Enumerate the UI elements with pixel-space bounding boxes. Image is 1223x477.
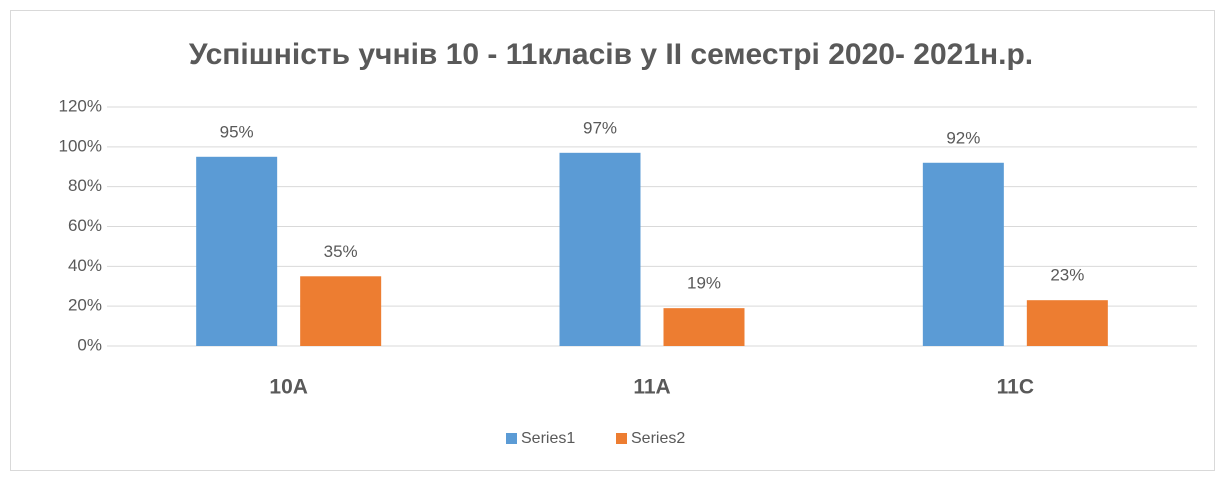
legend-swatch xyxy=(506,433,517,444)
value-label: 19% xyxy=(687,274,721,293)
y-tick-label: 60% xyxy=(68,216,102,235)
y-tick-label: 20% xyxy=(68,296,102,315)
y-tick-label: 100% xyxy=(59,136,102,155)
chart-title: Успішність учнів 10 - 11класів у ІІ семе… xyxy=(189,38,1033,71)
value-label: 95% xyxy=(220,122,254,141)
value-label: 92% xyxy=(946,128,980,147)
bar xyxy=(300,276,382,346)
x-tick-label: 10A xyxy=(269,376,308,399)
value-label: 97% xyxy=(583,118,617,137)
legend-label: Series1 xyxy=(521,430,575,447)
y-tick-label: 120% xyxy=(59,96,102,115)
legend-swatch xyxy=(616,433,627,444)
bar xyxy=(559,152,641,346)
legend-label: Series2 xyxy=(631,430,685,447)
x-tick-label: 11A xyxy=(633,376,670,399)
y-tick-label: 80% xyxy=(68,176,102,195)
bar xyxy=(1026,300,1108,346)
value-label: 23% xyxy=(1050,266,1084,285)
bar xyxy=(196,156,278,346)
x-tick-label: 11C xyxy=(997,376,1034,399)
value-label: 35% xyxy=(324,242,358,261)
y-tick-label: 40% xyxy=(68,256,102,275)
y-tick-label: 0% xyxy=(77,335,102,354)
bar xyxy=(663,308,745,346)
bar xyxy=(922,162,1004,346)
